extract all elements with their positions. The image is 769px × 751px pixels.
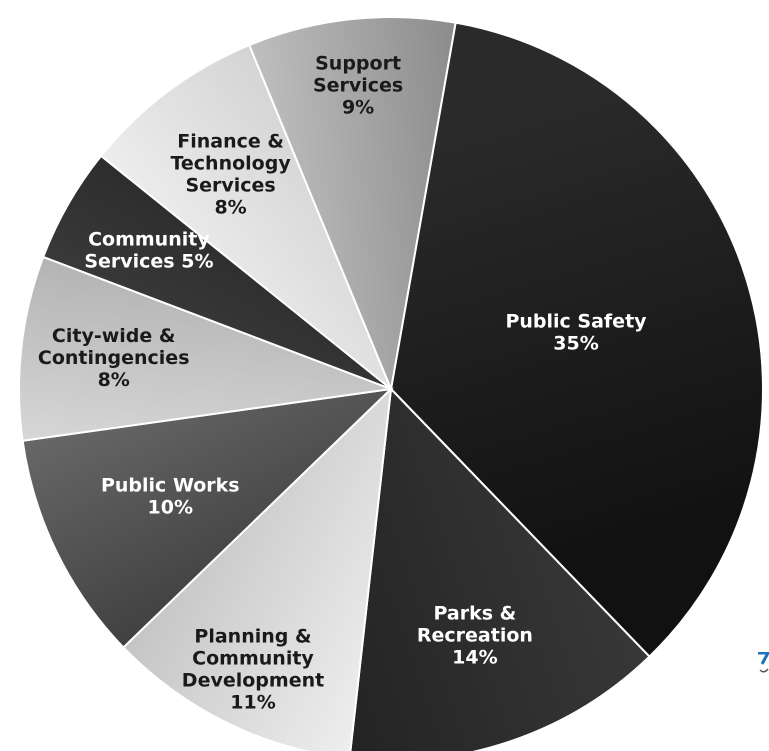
- slice-label-line: 14%: [452, 647, 497, 669]
- cropped-logo-icon: [758, 652, 769, 673]
- slice-label-line: Contingencies: [38, 347, 190, 369]
- slice-label-line: Recreation: [417, 625, 533, 647]
- labels-layer: Public Safety 35% Parks & Recreation 14% Plan…: [38, 53, 647, 714]
- pie-slice-0: [389, 21, 764, 659]
- slice-label-line: Development: [182, 669, 324, 691]
- slice-label-line: Support: [315, 53, 401, 75]
- slice-label-3: Public Works 10%: [101, 475, 240, 519]
- slice-label-line: Finance &: [177, 131, 284, 153]
- slice-label-line: Community: [88, 228, 210, 250]
- slice-label-5: Community Services 5%: [84, 228, 213, 272]
- slice-label-line: Services: [313, 75, 403, 97]
- pie-slice-2: [121, 386, 393, 751]
- slice-label-4: City-wide & Contingencies 8%: [38, 325, 190, 391]
- pie-slice-1: [349, 386, 651, 751]
- cropped-logo-mark: [756, 652, 769, 674]
- slice-label-7: Support Services 9%: [313, 53, 403, 119]
- slice-label-line: Planning &: [194, 625, 311, 647]
- slice-label-line: Community: [192, 647, 314, 669]
- slice-label-line: 11%: [230, 691, 275, 713]
- pie-slice-7: [247, 16, 457, 393]
- slice-label-line: Public Works: [101, 475, 240, 497]
- slice-label-line: Technology: [170, 153, 291, 175]
- slice-label-line: 8%: [214, 197, 246, 219]
- slice-label-line: Parks &: [434, 603, 517, 625]
- slice-label-line: Services 5%: [84, 250, 213, 272]
- pie-slice-6: [99, 43, 392, 390]
- slice-label-1: Parks & Recreation 14%: [417, 603, 533, 669]
- slice-label-line: 10%: [148, 497, 193, 519]
- slice-label-6: Finance & Technology Services 8%: [170, 131, 291, 219]
- slice-label-2: Planning & Community Development 11%: [182, 625, 324, 713]
- pie-slice-4: [18, 255, 392, 442]
- slice-label-line: 35%: [553, 332, 598, 354]
- slice-label-line: 8%: [98, 369, 130, 391]
- slice-label-0: Public Safety 35%: [505, 310, 647, 354]
- slice-label-line: Public Safety: [505, 310, 647, 332]
- slice-label-line: 9%: [342, 97, 374, 119]
- slices-layer: [18, 16, 764, 751]
- slice-label-line: City-wide &: [52, 325, 176, 347]
- slice-label-line: Services: [185, 175, 275, 197]
- pie-slice-3: [21, 387, 394, 649]
